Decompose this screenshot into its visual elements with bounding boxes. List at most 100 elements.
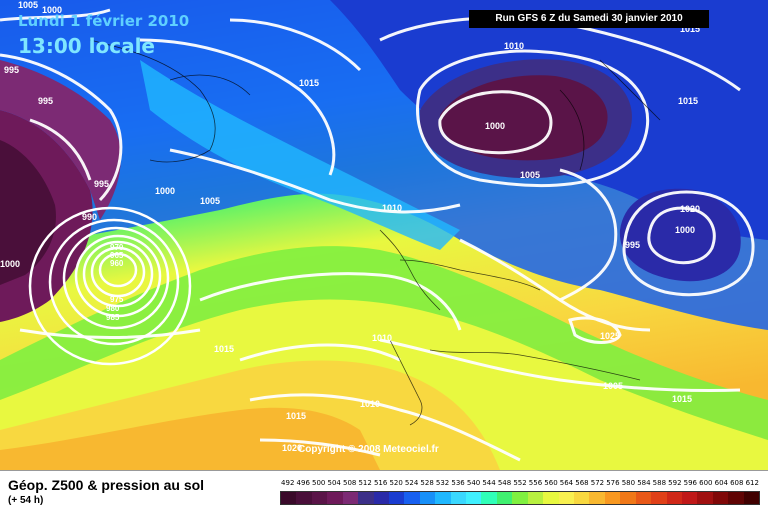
scale-label: 516 [373, 479, 388, 487]
map-title: Géop. Z500 & pression au sol [8, 477, 205, 493]
forecast-time: 13:00 locale [18, 34, 155, 58]
scale-label: 524 [404, 479, 419, 487]
scale-label: 496 [296, 479, 310, 487]
scale-label: 592 [668, 479, 682, 487]
scale-label: 588 [652, 479, 667, 487]
isobar-label: 1005 [200, 196, 220, 206]
color-scale-swatches [280, 491, 760, 505]
map-canvas: 1005 1000 995 995 995 1000 990 1000 970 … [0, 0, 768, 470]
isobar-label: 1000 [155, 186, 175, 196]
scale-label: 608 [730, 479, 744, 487]
scale-label: 500 [312, 479, 326, 487]
scale-label: 548 [497, 479, 512, 487]
model-run-label: Run GFS 6 Z du Samedi 30 janvier 2010 [469, 10, 709, 28]
scale-swatch [712, 492, 729, 504]
scale-label: 508 [342, 479, 357, 487]
scale-label: 512 [358, 479, 372, 487]
isobar-label: 1010 [372, 333, 392, 343]
isobar-label: 1015 [299, 78, 319, 88]
scale-swatch [527, 492, 544, 504]
scale-swatch [296, 492, 312, 504]
scale-swatch [281, 492, 297, 504]
scale-swatch [743, 492, 760, 504]
isobar-label: 990 [82, 212, 97, 222]
scale-swatch [373, 492, 389, 504]
scale-swatch [697, 492, 713, 504]
scale-swatch [435, 492, 451, 504]
copyright-text: Copyright © 2008 Meteociel.fr [298, 444, 439, 455]
isobar-label: 1015 [678, 96, 698, 106]
isobar-label: 1020 [680, 204, 700, 214]
scale-label: 612 [745, 479, 759, 487]
isobar-label: 1015 [672, 394, 692, 404]
isobar-label: 1020 [282, 443, 302, 453]
isobar-label: 995 [38, 96, 53, 106]
forecast-date: Lundi 1 février 2010 [18, 12, 190, 30]
scale-label: 576 [606, 479, 620, 487]
scale-label: 552 [513, 479, 527, 487]
isobar-label: 960 [110, 259, 124, 268]
scale-swatch [512, 492, 528, 504]
scale-label: 544 [482, 479, 496, 487]
scale-swatch [496, 492, 513, 504]
scale-swatch [419, 492, 436, 504]
isobar-label: 1005 [18, 0, 38, 10]
scale-label: 596 [683, 479, 698, 487]
isobar-label: 965 [110, 251, 124, 260]
scale-label: 564 [559, 479, 574, 487]
scale-label: 600 [699, 479, 713, 487]
coastlines [89, 39, 661, 426]
scale-swatch [466, 492, 482, 504]
scale-label: 528 [420, 479, 434, 487]
scale-swatch [342, 492, 359, 504]
scale-label: 532 [435, 479, 450, 487]
isobar-label: 1015 [286, 411, 306, 421]
scale-swatch [651, 492, 667, 504]
scale-label: 556 [528, 479, 543, 487]
scale-label: 520 [389, 479, 403, 487]
scale-swatch [681, 492, 698, 504]
scale-swatch [558, 492, 575, 504]
scale-swatch [388, 492, 405, 504]
scale-swatch [728, 492, 744, 504]
isobar-label: 1005 [520, 170, 540, 180]
scale-label: 504 [327, 479, 341, 487]
isobar-label: 1000 [0, 259, 20, 269]
isobar-label: 975 [110, 295, 124, 304]
legend-footer: Géop. Z500 & pression au sol (+ 54 h) 49… [0, 470, 768, 513]
isobar-label: 970 [110, 243, 124, 252]
scale-label: 604 [714, 479, 728, 487]
isobar-label: 1000 [42, 5, 62, 15]
scale-swatch [635, 492, 652, 504]
scale-swatch [543, 492, 559, 504]
isobar-label: 995 [4, 65, 19, 75]
scale-label: 492 [281, 479, 295, 487]
scale-label: 572 [590, 479, 605, 487]
scale-label: 540 [466, 479, 481, 487]
scale-swatch [666, 492, 682, 504]
isobar-label: 1015 [214, 344, 234, 354]
color-scale-labels: 492 496 500 504 508 512 516 520 524 528 532 536 540 5… [280, 479, 760, 489]
scale-swatch [358, 492, 374, 504]
scale-label: 580 [621, 479, 636, 487]
scale-label: 568 [575, 479, 589, 487]
color-scale: 492 496 500 504 508 512 516 520 524 528 532 536 540 5… [280, 479, 760, 509]
isobar-label: 995 [94, 179, 109, 189]
isobar-label: 1015 [680, 24, 700, 34]
scale-swatch [574, 492, 590, 504]
deep-low-rings [28, 206, 192, 366]
scale-swatch [404, 492, 420, 504]
isobar-lines [0, 8, 755, 462]
isobar-label: 1025 [600, 331, 620, 341]
isobar-label: 1000 [675, 225, 695, 235]
isobar-label: 995 [625, 240, 640, 250]
isobar-label: 985 [106, 313, 120, 322]
scale-swatch [620, 492, 636, 504]
weather-map: 1005 1000 995 995 995 1000 990 1000 970 … [0, 0, 768, 470]
scale-swatch [589, 492, 605, 504]
isobar-label: 1010 [382, 203, 402, 213]
scale-label: 584 [637, 479, 651, 487]
scale-swatch [311, 492, 328, 504]
isobar-label: 1000 [485, 121, 505, 131]
scale-swatch [481, 492, 497, 504]
